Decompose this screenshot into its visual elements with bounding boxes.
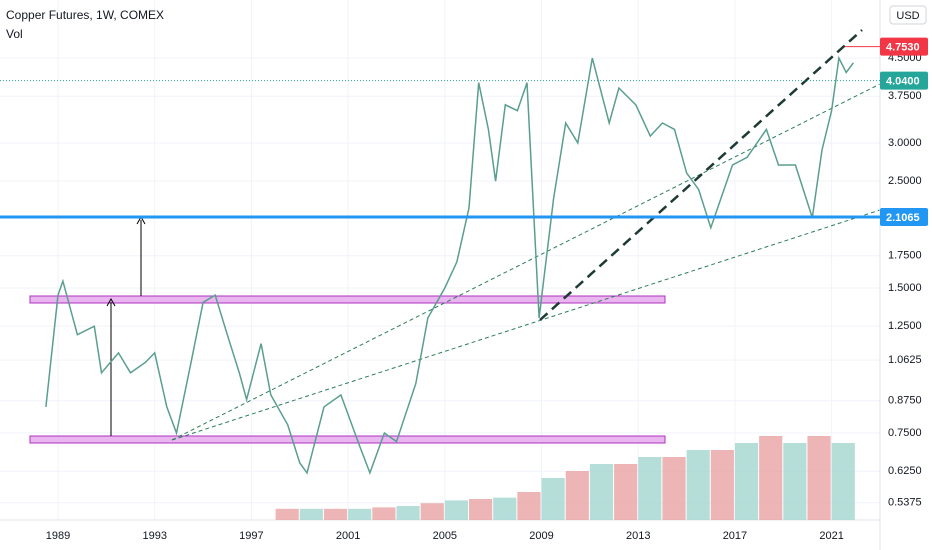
volume-bar [299,508,323,520]
price-tag-label: 2.1065 [886,212,920,224]
drawings [0,0,881,550]
currency[interactable]: USD [896,10,919,22]
channel-line [539,29,863,321]
y-tick-label: 0.8750 [888,395,922,407]
volume-bar [710,450,734,520]
volume-bar [686,450,710,520]
price-line [45,55,855,476]
trend-line [171,83,881,441]
support-zone [29,435,666,444]
x-tick-label: 2005 [433,530,457,542]
volume-bar [638,457,662,520]
y-tick-label: 1.2500 [888,320,922,332]
volume-bar [807,436,831,520]
volume-bar [662,457,686,520]
y-tick-label: 3.0000 [888,137,922,149]
y-tick-label: 0.6250 [888,465,922,477]
volume-bar [614,464,638,520]
y-tick-label: 1.0625 [888,354,922,366]
x-tick-label: 2013 [626,530,650,542]
x-tick-label: 2017 [723,530,747,542]
arrow-head [106,297,116,307]
price-tag [880,37,928,56]
price-tag-label: 4.7530 [886,42,920,54]
volume-bar [759,436,783,520]
volume-bar [831,443,855,520]
y-tick-label: 1.7500 [888,250,922,262]
y-tick-label: 2.5000 [888,175,922,187]
volume-bar [372,507,396,520]
volume-bar [734,443,759,520]
volume-bar [420,503,444,520]
x-tick-label: 1989 [46,530,70,542]
y-tick-label: 0.7500 [888,427,922,439]
volume-bar [565,471,589,520]
volume-title: Vol [6,27,23,41]
price-tag [880,207,928,226]
price-tag [880,71,928,90]
x-tick-label: 2021 [819,530,843,542]
volume-bar [783,443,807,520]
x-tick-label: 1993 [142,530,166,542]
volume-bar [396,506,420,520]
volume-bar [541,478,565,520]
volume-bar [469,499,493,520]
x-tick-label: 2001 [336,530,360,542]
resistance-zone [29,295,666,304]
chart-title: Copper Futures, 1W, COMEX [6,8,164,22]
y-tick-label: 0.5375 [888,497,922,509]
x-tick-label: 1997 [239,530,263,542]
volume-bar [517,492,541,520]
volume-bar [348,508,372,520]
x-tick-label: 2009 [529,530,553,542]
y-tick-label: 3.7500 [888,90,922,102]
trend-line [171,209,881,441]
volume-bar [493,497,517,520]
volume-bar [323,508,348,520]
volume-bar [589,464,614,520]
volume-bar [275,508,299,520]
currency-button[interactable] [889,5,927,25]
price-tag-label: 4.0400 [886,76,920,88]
y-tick-label: 1.5000 [888,282,922,294]
volume-bar [444,500,469,520]
